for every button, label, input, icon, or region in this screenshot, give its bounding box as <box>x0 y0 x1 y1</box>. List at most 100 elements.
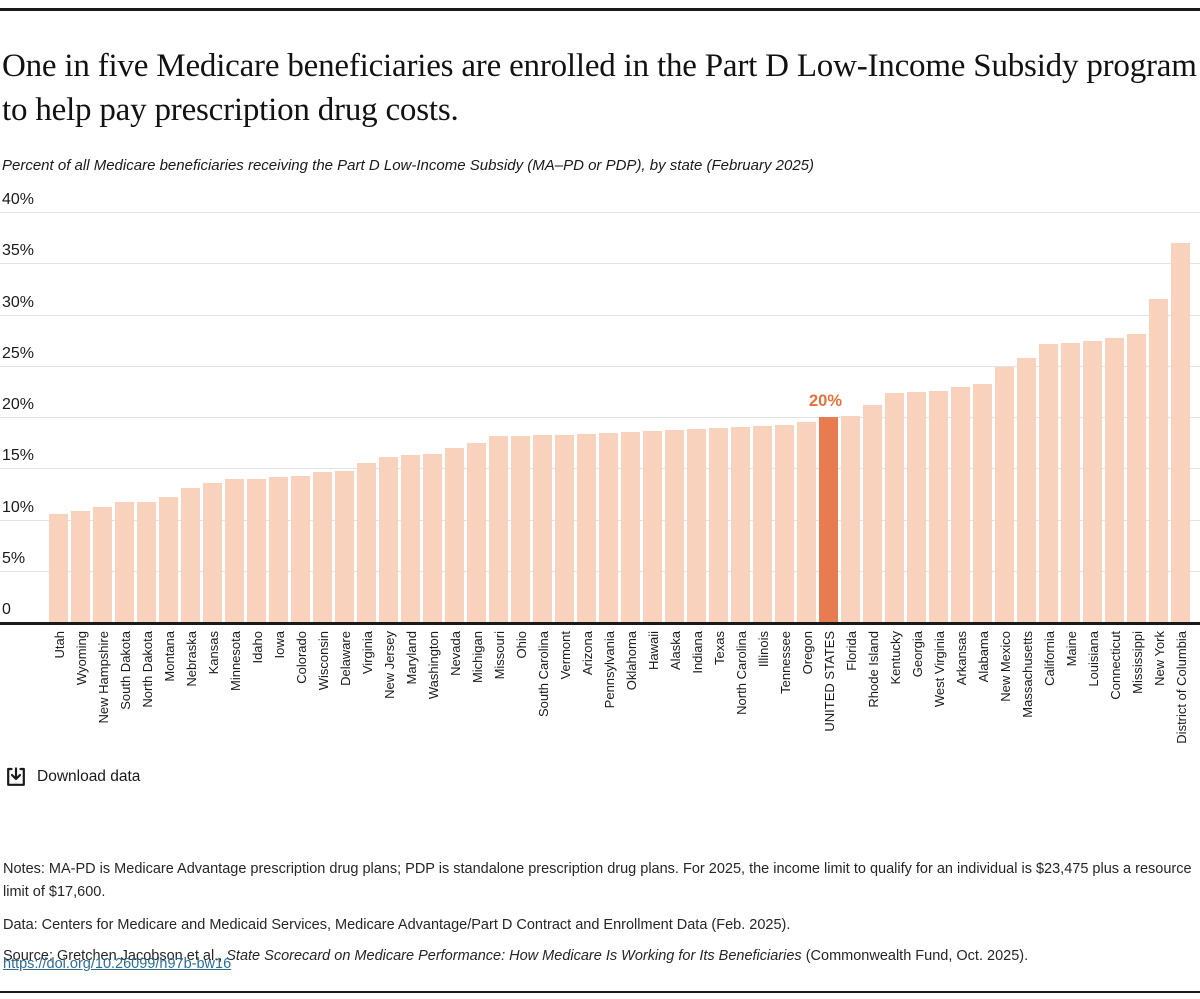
doi-link[interactable]: https://doi.org/10.26099/h97b-bw16 <box>3 956 232 972</box>
y-axis-tick-label: 5% <box>2 549 26 567</box>
bar <box>115 502 134 622</box>
x-axis-label: Idaho <box>249 631 265 664</box>
bar <box>49 514 68 622</box>
bar <box>995 366 1014 622</box>
bar <box>687 429 706 622</box>
x-axis-label: Arizona <box>579 631 595 676</box>
bar <box>445 447 464 622</box>
x-axis-label: Colorado <box>293 631 309 684</box>
bar <box>665 430 684 622</box>
bar <box>1127 333 1146 622</box>
x-axis-label: New Jersey <box>381 631 397 699</box>
x-axis-label: District of Columbia <box>1173 631 1189 744</box>
x-axis-label: California <box>1041 631 1057 686</box>
x-axis-label: Tennessee <box>777 631 793 694</box>
bar <box>621 432 640 622</box>
bar <box>1039 344 1058 622</box>
bar <box>291 476 310 622</box>
bar <box>709 428 728 622</box>
download-data-button[interactable]: Download data <box>6 767 140 787</box>
x-axis-label: New York <box>1151 631 1167 686</box>
bar <box>951 387 970 622</box>
y-axis-tick-label: 0 <box>2 601 11 618</box>
y-axis-tick-label: 35% <box>2 242 35 260</box>
x-axis-label: Oklahoma <box>623 631 639 691</box>
y-axis-tick-label: 20% <box>2 396 35 413</box>
y-axis-tick-label: 40% <box>2 191 35 208</box>
x-axis-label: Nevada <box>447 631 463 676</box>
y-axis-tick-label: 25% <box>2 344 35 362</box>
x-axis-label: Ohio <box>513 631 529 659</box>
bar <box>357 463 376 622</box>
x-axis-label: Indiana <box>689 631 705 674</box>
bar <box>225 478 244 622</box>
x-axis-label: Maine <box>1063 631 1079 667</box>
bar <box>1017 357 1036 622</box>
x-axis-label: Massachusetts <box>1019 631 1035 718</box>
x-axis-label: South Carolina <box>535 631 551 717</box>
bar <box>973 384 992 622</box>
bar <box>643 431 662 622</box>
x-axis-label: North Dakota <box>139 631 155 708</box>
bar <box>313 472 332 622</box>
download-button-label: Download data <box>37 768 141 785</box>
gridline <box>0 365 1200 367</box>
bar <box>335 471 354 622</box>
x-axis-label: Virginia <box>359 631 375 675</box>
bar <box>203 482 222 622</box>
bar <box>489 436 508 622</box>
bar <box>511 436 530 622</box>
bar <box>885 393 904 622</box>
bar <box>247 478 266 622</box>
x-axis-label: Oregon <box>799 631 815 675</box>
gridline <box>0 314 1200 316</box>
bar <box>71 511 90 622</box>
x-axis-label: Washington <box>425 631 441 700</box>
gridline <box>0 417 1200 418</box>
x-axis-label: Alabama <box>975 631 991 683</box>
gridline <box>0 263 1200 265</box>
x-axis-label: Mississippi <box>1129 631 1145 694</box>
bar <box>753 426 772 622</box>
x-axis-label: Vermont <box>557 631 573 680</box>
x-axis-label: Louisiana <box>1085 631 1101 687</box>
x-axis-label: Arkansas <box>953 631 969 686</box>
source-report-title: State Scorecard on Medicare Performance:… <box>226 947 802 964</box>
bar <box>379 456 398 622</box>
y-axis-tick-label: 30% <box>2 293 35 311</box>
x-axis-baseline <box>0 622 1200 625</box>
x-axis-label: Illinois <box>755 631 771 668</box>
bar <box>907 392 926 622</box>
bar <box>1149 299 1168 622</box>
x-axis-label: North Carolina <box>733 631 749 715</box>
chart-subtitle: Percent of all Medicare beneficiaries re… <box>2 157 815 174</box>
x-axis-label: Georgia <box>909 631 925 678</box>
source-suffix: (Commonwealth Fund, Oct. 2025). <box>801 947 1029 964</box>
source-prefix: Source: Gretchen Jacobson et al., <box>3 947 227 964</box>
y-axis-tick-label: 15% <box>2 447 35 465</box>
x-axis-label: Delaware <box>337 631 353 686</box>
bar <box>137 502 156 622</box>
bar-chart: 20% 40% 35% 30% 25% 20% 15% 10% 5% 0 Utah Wyoming N… <box>0 185 1200 765</box>
bar <box>929 391 948 622</box>
gridline <box>0 212 1200 213</box>
x-axis-label: Texas <box>711 631 727 665</box>
us-value-annotation: 20% <box>808 392 843 410</box>
bar <box>467 442 486 622</box>
bar <box>731 427 750 622</box>
x-axis-label: UNITED STATES <box>821 631 837 732</box>
bar <box>797 422 816 622</box>
notes-text: Notes: MA-PD is Medicare Advantage presc… <box>3 860 1192 900</box>
bar <box>159 496 178 622</box>
top-divider <box>0 8 1200 11</box>
x-axis-label: Pennsylvania <box>601 631 617 709</box>
x-axis-label: Kansas <box>205 631 221 675</box>
bar <box>1061 343 1080 622</box>
x-axis-label: West Virginia <box>931 631 947 708</box>
download-icon <box>7 767 25 786</box>
x-axis-label: Maryland <box>403 631 419 685</box>
bar <box>1171 242 1190 622</box>
y-axis-tick-label: 10% <box>2 498 35 516</box>
bar <box>577 434 596 622</box>
bar <box>1083 341 1102 622</box>
